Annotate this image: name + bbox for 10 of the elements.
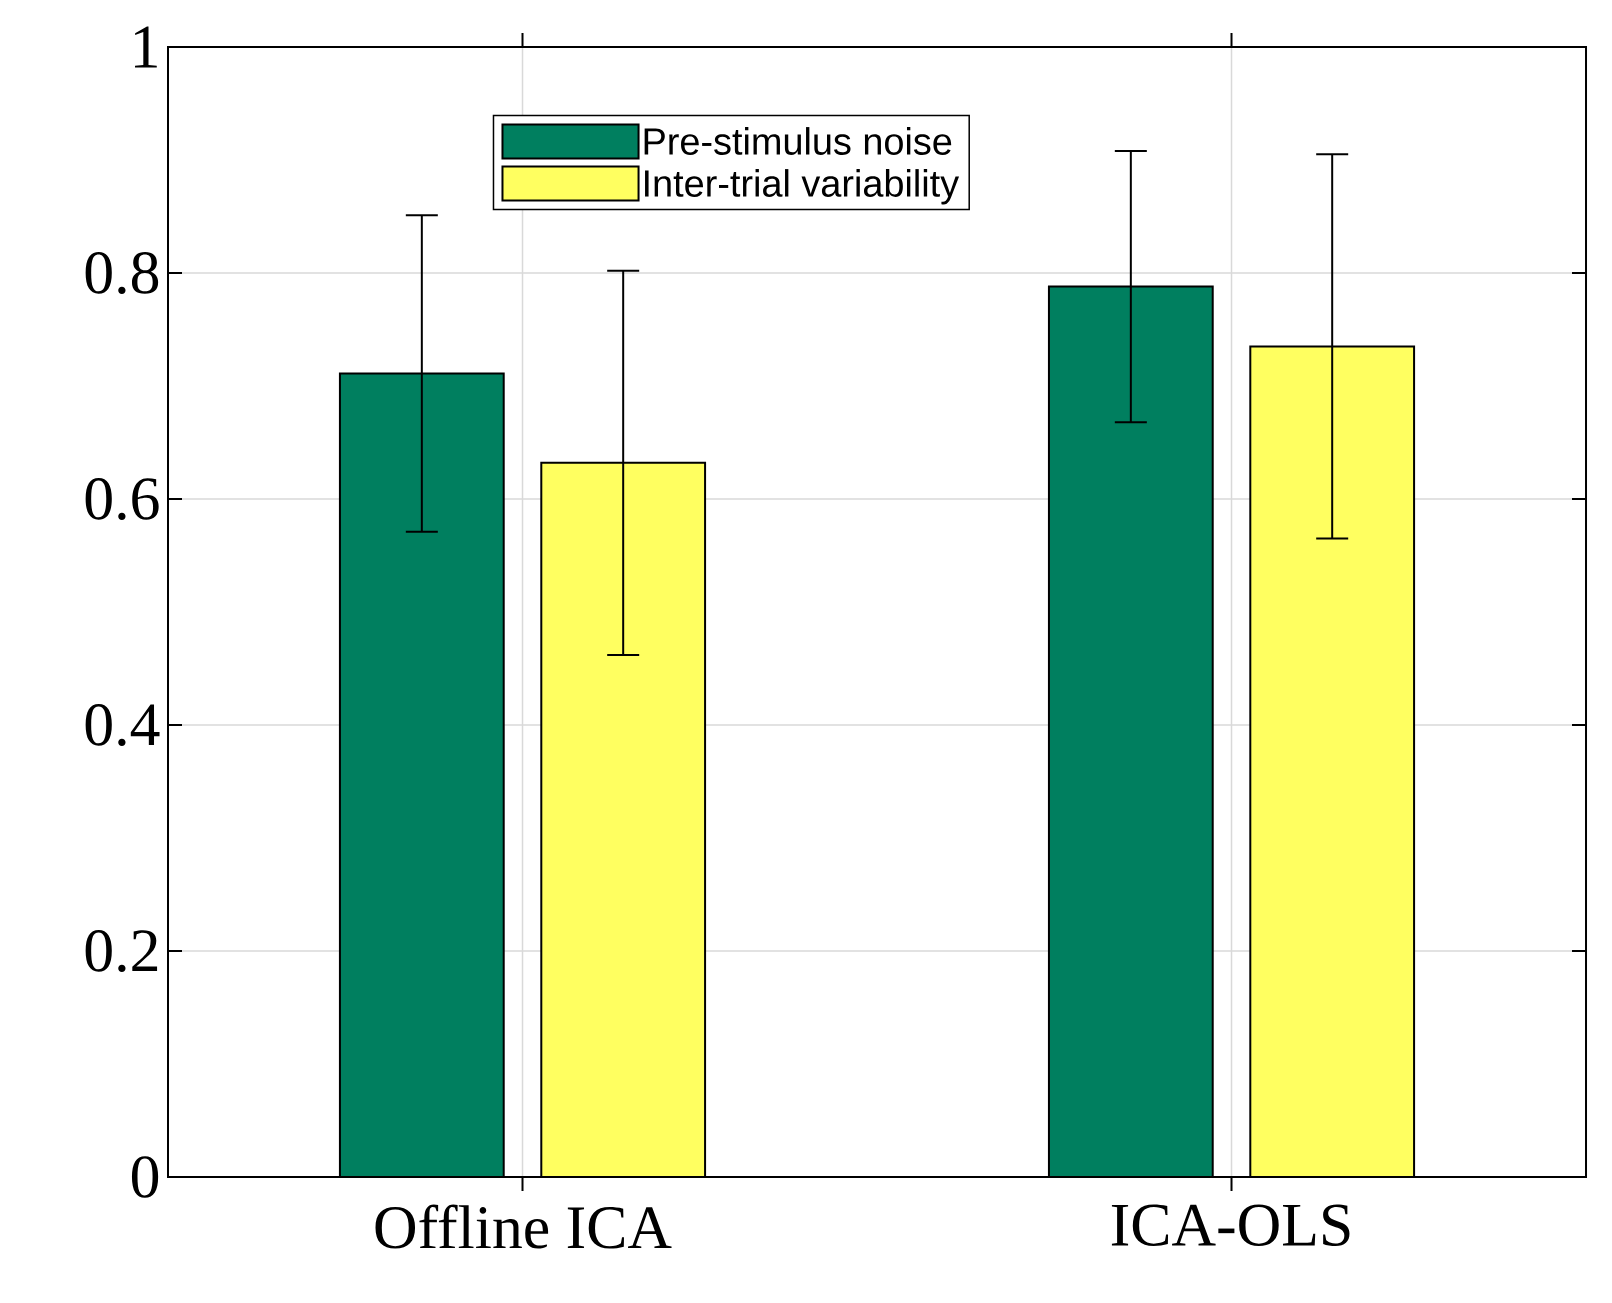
- y-tick-label: 0.6: [85, 478, 159, 520]
- x-tick-label: ICA-OLS: [1111, 1204, 1350, 1247]
- y-tick-label: 0: [131, 1156, 159, 1198]
- y-tick-label: 0.8: [85, 252, 159, 294]
- y-tick-label: 0.2: [85, 930, 158, 972]
- legend-label: Pre-stimulus noise: [644, 127, 952, 155]
- legend-label: Inter-trial variability: [645, 169, 960, 205]
- y-tick-label: 0.4: [85, 704, 160, 746]
- x-tick-label: Offline ICA: [375, 1204, 672, 1249]
- y-tick-label: 1: [135, 26, 157, 68]
